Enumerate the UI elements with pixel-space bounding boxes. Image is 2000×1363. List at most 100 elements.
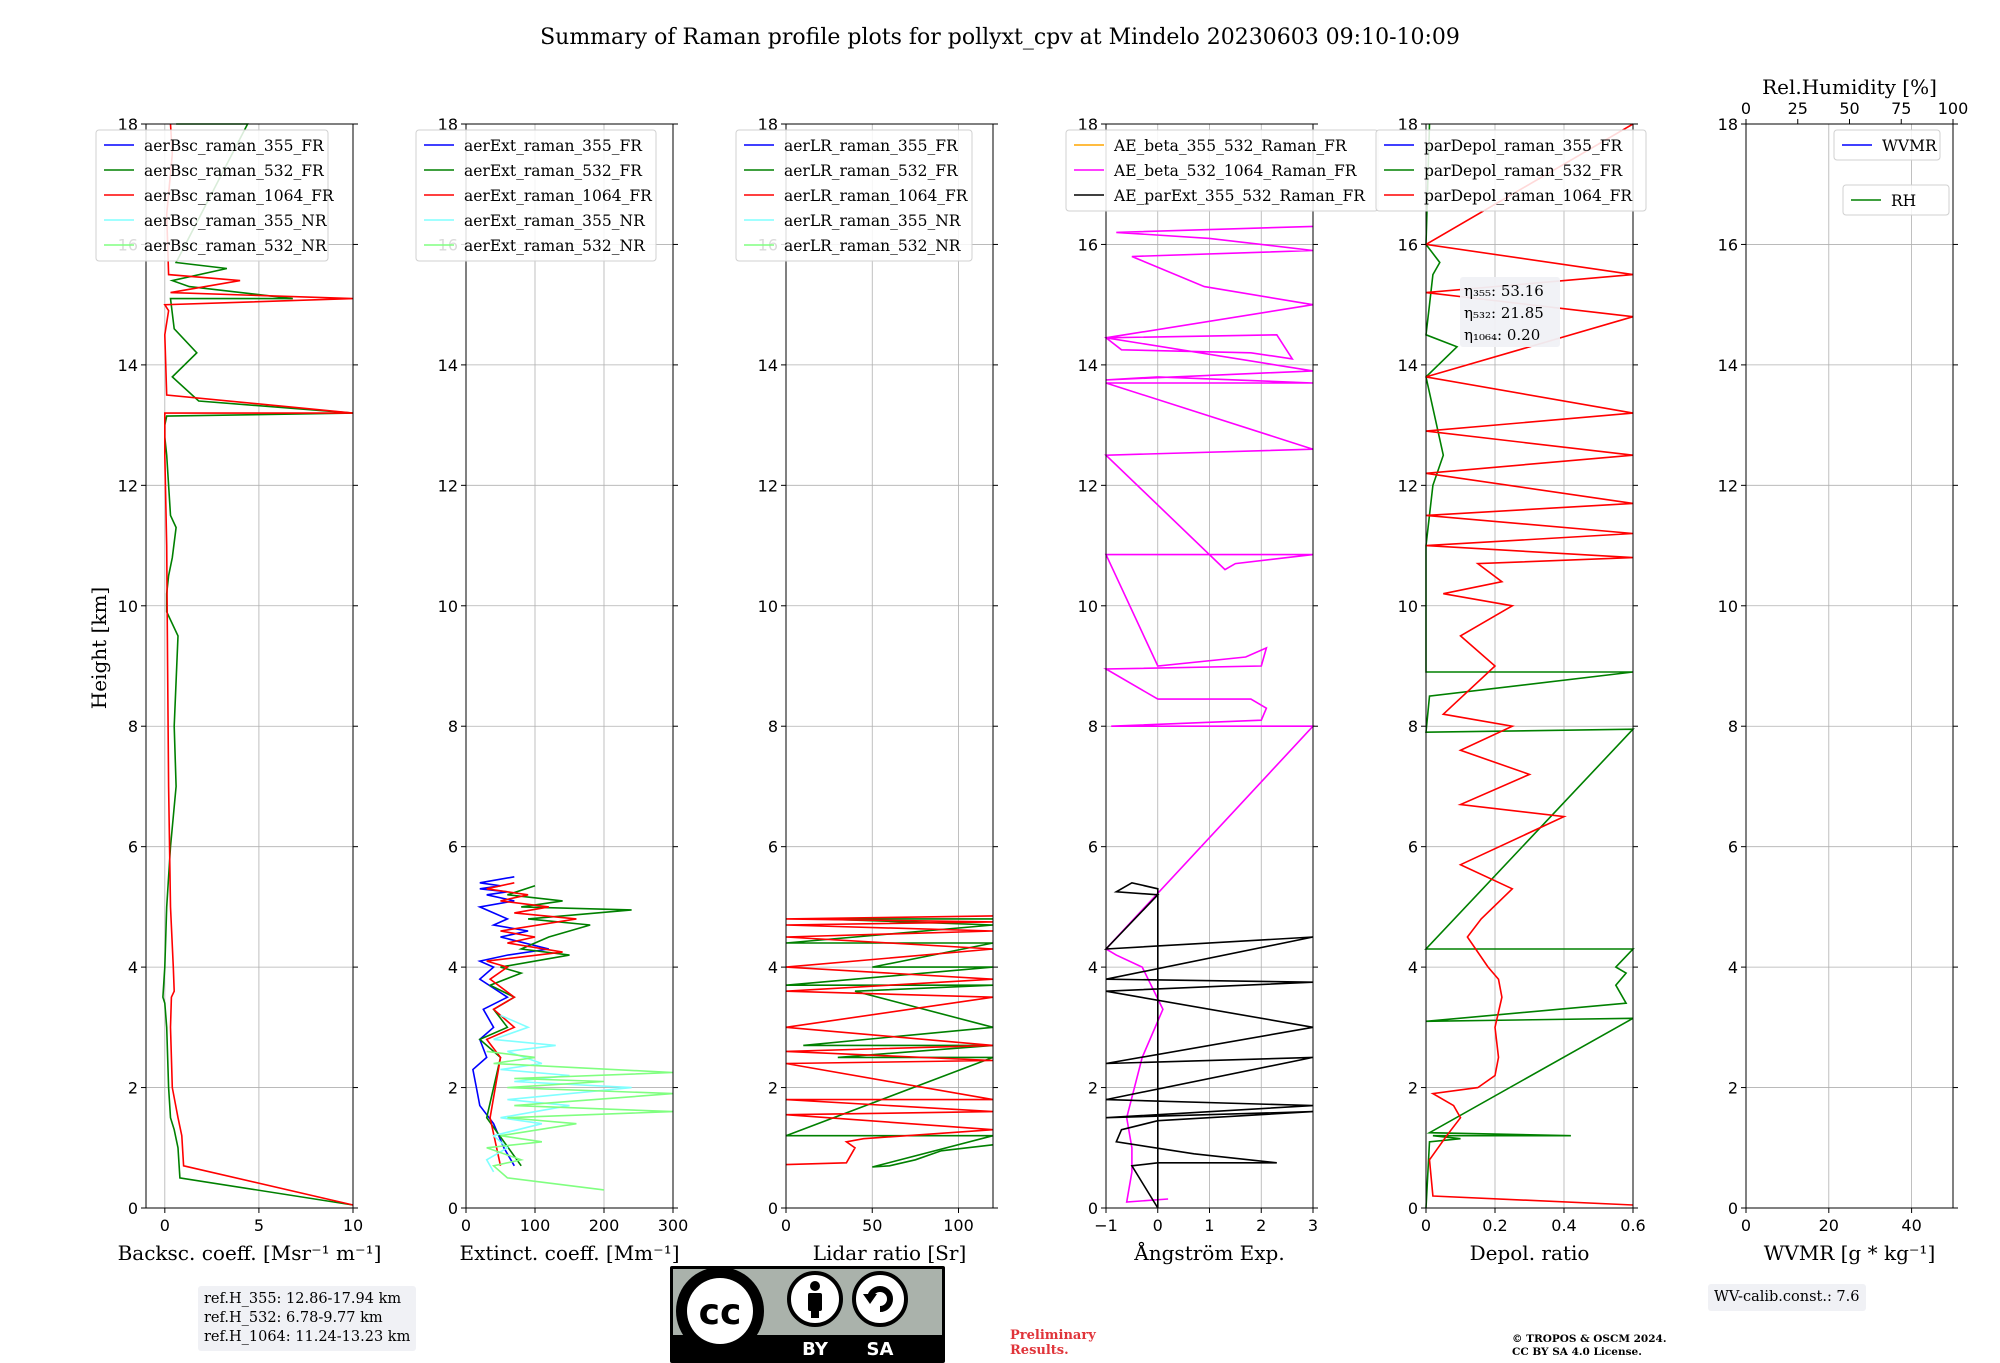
cc-by-sa-license-badge: cc BY SA [670,1266,945,1363]
top-x-tick-label: 100 [1938,99,1969,118]
y-tick-label: 14 [118,356,138,375]
legend-box [1375,129,1647,212]
x-tick-label: 100 [520,1216,551,1235]
copyright-line1: © TROPOS & OSCM 2024. [1512,1333,1667,1345]
axes-frame [1745,123,1954,1209]
y-tick-label: 8 [1728,717,1738,736]
y-tick-label: 12 [1398,476,1418,495]
x-tick-label: 2 [1256,1216,1266,1235]
preliminary-line1: Preliminary [1010,1328,1096,1343]
top-x-tick-label: 0 [1741,99,1751,118]
x-tick-label: 20 [1819,1216,1839,1235]
y-tick-label: 14 [758,356,778,375]
wv-calibration-box: WV-calib.const.: 7.6 [1708,1284,1866,1311]
y-tick-label: 14 [1078,356,1098,375]
legend-box [1833,129,1941,161]
panels: 0246810121416180510Backsc. coeff. [Msr⁻¹… [95,75,1969,1265]
top-x-tick-label: 25 [1788,99,1808,118]
legend-label: aerLR_raman_355_FR [784,137,959,155]
legend-label: AE_parExt_355_532_Raman_FR [1113,187,1366,205]
y-tick-label: 12 [758,476,778,495]
legend: AE_beta_355_532_Raman_FR AE_beta_532_1064… [1065,129,1379,212]
x-tick-label: 300 [658,1216,689,1235]
y-tick-label: 8 [128,717,138,736]
x-tick-label: 0 [160,1216,170,1235]
x-axis-label: Lidar ratio [Sr] [813,1241,967,1265]
x-tick-label: 100 [943,1216,974,1235]
ref-height-1064: ref.H_1064: 11.24-13.23 km [204,1329,411,1345]
legend-RH: RH [1842,184,1950,216]
y-tick-label: 0 [448,1199,458,1218]
y-tick-label: 16 [1398,235,1418,254]
y-tick-label: 16 [1078,235,1098,254]
eta-annotation: η₃₅₅: 53.16 η₅₃₂: 21.85 η₁₀₆₄: 0.20 [1460,277,1560,347]
series-line-aerLR_raman_1064_FR [785,915,994,1166]
eta-value-355: η₃₅₅: 53.16 [1464,282,1544,300]
series-group [472,876,674,1191]
series-line-aerBsc_raman_1064_FR [163,123,354,1206]
series-line-aerBsc_raman_532_FR [162,123,354,1206]
x-tick-label: 0 [1741,1216,1751,1235]
x-tick-label: 0 [461,1216,471,1235]
legend-box [415,129,657,262]
preliminary-line2: Results. [1010,1343,1069,1358]
x-tick-label: 5 [254,1216,264,1235]
y-tick-label: 2 [1088,1079,1098,1098]
y-tick-label: 0 [1408,1199,1418,1218]
top-x-axis-label: Rel.Humidity [%] [1762,75,1937,99]
y-tick-label: 6 [1728,838,1738,857]
y-tick-label: 12 [1718,476,1738,495]
legend-label: aerBsc_raman_355_NR [144,212,328,230]
sa-label: SA [867,1339,894,1360]
y-tick-label: 4 [448,958,458,977]
x-axis-label: WVMR [g * kg⁻¹] [1764,1241,1936,1265]
y-tick-label: 18 [438,115,458,134]
legend-label: RH [1891,192,1916,210]
eta-annotation-box [1460,277,1560,347]
legend-label: aerBsc_raman_1064_FR [144,187,335,205]
legend-box [1842,184,1950,216]
legend-label: aerLR_raman_1064_FR [784,187,969,205]
y-tick-label: 12 [438,476,458,495]
legend-label: parDepol_raman_1064_FR [1424,187,1633,205]
legend: parDepol_raman_355_FR parDepol_raman_532_… [1375,129,1647,212]
series-line-parDepol_raman_532_FR [1424,123,1635,1209]
legend-label: aerLR_raman_532_NR [784,237,962,255]
y-tick-label: 2 [1408,1079,1418,1098]
x-tick-label: 50 [862,1216,882,1235]
series-line-aerExt_raman_355_NR [485,1014,632,1173]
preliminary-results-note: Preliminary Results. [1010,1328,1096,1358]
x-tick-label: 10 [343,1216,363,1235]
y-tick-label: 2 [1728,1079,1738,1098]
x-tick-label: 0.2 [1482,1216,1507,1235]
y-tick-label: 10 [1078,597,1098,616]
legend-label: AE_beta_532_1064_Raman_FR [1113,162,1358,180]
y-tick-label: 0 [128,1199,138,1218]
y-tick-label: 10 [118,597,138,616]
y-tick-label: 6 [448,838,458,857]
copyright-line2: CC BY SA 4.0 License. [1512,1345,1642,1358]
x-tick-label: 40 [1901,1216,1921,1235]
copyright-note: © TROPOS & OSCM 2024. CC BY SA 4.0 Licens… [1512,1333,1667,1358]
y-tick-label: 6 [128,838,138,857]
series-line-aerExt_raman_355_FR [472,876,549,1167]
y-tick-label: 14 [1398,356,1418,375]
y-tick-label: 10 [758,597,778,616]
y-tick-label: 6 [1088,838,1098,857]
legend-label: aerLR_raman_355_NR [784,212,962,230]
axes-frame [465,123,674,1209]
top-x-tick-label: 75 [1891,99,1911,118]
x-tick-label: 200 [589,1216,620,1235]
x-tick-label: 0 [1153,1216,1163,1235]
legend-label: AE_beta_355_532_Raman_FR [1113,137,1348,155]
y-tick-label: 4 [1408,958,1418,977]
y-tick-label: 2 [128,1079,138,1098]
legend-WVMR: WVMR [1833,129,1941,161]
x-tick-label: 0 [1421,1216,1431,1235]
y-tick-label: 12 [118,476,138,495]
x-tick-label: 0.4 [1551,1216,1576,1235]
series-line-parDepol_raman_1064_FR [1423,123,1634,1206]
legend: aerExt_raman_355_FR aerExt_raman_532_FRae… [415,129,657,262]
